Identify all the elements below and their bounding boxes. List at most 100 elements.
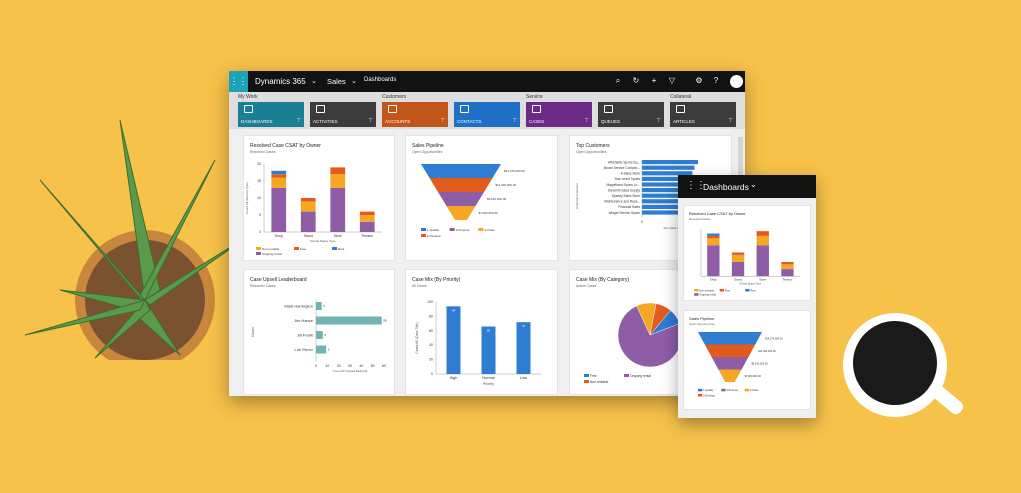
bar [642,204,684,209]
app-launcher-icon[interactable]: ⋮⋮ [686,180,706,191]
bar [642,199,684,204]
y-axis-label: Potential Customer [575,183,579,209]
y-tick-label: Brown Service Compan... [604,166,640,170]
bar-segment [781,269,794,277]
tile-dashboards[interactable]: DASHBOARDS ⊤ [238,102,304,127]
data-label: 5 [323,304,325,308]
bar-segment [359,211,375,215]
filter-icon[interactable]: ▽ [668,76,676,85]
x-tick-label: 50 [371,364,375,368]
bar [642,182,691,187]
bar [446,306,461,374]
y-tick-label: 80 [429,314,433,318]
card-title: Sales Pipeline [412,143,444,149]
gear-icon[interactable]: ⚙ [695,76,703,85]
tile-articles[interactable]: ARTICLES ⊤ [670,102,736,127]
tile-cases[interactable]: CASES ⊤ [526,102,592,127]
add-icon[interactable]: + [651,76,657,85]
mobile-title[interactable]: Dashboards [703,182,749,192]
app-chevron-down-icon[interactable]: ⌄ [311,78,317,85]
data-label: $5,910,000.00 [751,361,768,365]
tile-queues[interactable]: QUEUES ⊤ [598,102,664,127]
bar [316,316,382,325]
help-icon[interactable]: ? [713,76,719,85]
bar-segment [300,211,316,232]
funnel-segment [711,357,749,370]
x-axis-label: Rental Space Type [310,239,336,243]
y-tick-label: 10 [257,196,261,200]
bar-segment [330,187,346,232]
y-tick-label: Maintenance and Repa... [604,200,640,204]
pin-icon[interactable]: ⊤ [584,118,589,124]
legend-swatch [745,288,750,292]
pin-icon[interactable]: ⊤ [728,118,733,124]
card-csat: Resolved Case CSAT by Owner Resolved Cas… [243,135,395,261]
pipeline-funnel-chart: $14,279,000.00 $11,030,000.00 $5,910,000.0… [421,164,525,238]
legend-label: 3-Propose [726,388,738,392]
funnel-segment [704,344,756,357]
search-icon[interactable]: ⌕ [615,76,621,85]
app-name[interactable]: Dynamics 365 [255,77,306,86]
bar-segment [359,215,375,222]
app-launcher-icon[interactable]: ⋮⋮ [229,71,248,92]
legend-label: 2-Develop [703,393,715,397]
legend-label: Ongoing rental [699,293,716,297]
x-tick-label: 40 [359,364,363,368]
top-customers-chart: Affordable Sports Eq... Brown Service Com… [575,160,715,230]
bar [642,210,683,215]
x-axis-label: Rental Space Type [740,282,762,286]
bar-segment [731,254,745,262]
bar [481,326,496,374]
tile-label: CASES [529,119,545,124]
card-subtitle: Resolved Cases [250,150,276,154]
mobile-card-pipeline: Sales Pipeline Open Opportunities $14,27… [683,310,811,410]
group-customers: Customers [382,94,407,100]
csat-chart: 0 5 10 15 20 Count:All (Record Type) Shop Stand… [245,162,382,256]
dashboard-content: Resolved Case CSAT by Owner Resolved Cas… [229,129,745,396]
bar [316,302,322,310]
pin-icon[interactable]: ⊤ [368,118,373,124]
coffee-cup-decoration [843,313,964,417]
pin-icon[interactable]: ⊤ [440,118,445,124]
legend-label: Free [725,288,731,292]
pin-icon[interactable]: ⊤ [512,118,517,124]
tile-activities[interactable]: ACTIVITIES ⊤ [310,102,376,127]
y-axis-label: Count:All (Case Title) [415,322,419,353]
recent-history-icon[interactable]: ↻ [632,76,640,85]
avatar[interactable] [730,75,743,88]
tile-contacts[interactable]: CONTACTS ⊤ [454,102,520,127]
y-tick-label: A Sales Store [621,172,641,176]
legend-swatch [449,228,455,231]
x-axis-label: Sum (Est. Revenue) [663,226,690,230]
legend-swatch [721,388,726,392]
x-tick-label: Store [759,277,766,281]
breadcrumb[interactable]: Dashboards [364,77,397,83]
legend-label: Ongoing rental [262,252,282,256]
legend-swatch [698,393,703,397]
y-tick-label: 100 [427,300,433,304]
pin-icon[interactable]: ⊤ [656,118,661,124]
card-upsell: Case Upsell Leaderboard Resolved Cases M… [243,269,395,395]
data-label: 58 [383,319,387,323]
y-tick-label: Widget Service Space [609,211,641,215]
area-name[interactable]: Sales [327,77,346,86]
tile-accounts[interactable]: ACCOUNTS ⊤ [382,102,448,127]
data-label: $7,960,000.00 [745,374,762,378]
legend-swatch [294,247,299,250]
bar [642,171,693,176]
bar-segment [731,261,745,277]
legend-label: 2-Develop [427,234,441,238]
group-service: Service [526,94,543,100]
card-subtitle: Open Opportunities [412,150,443,154]
bar [642,188,690,193]
articles-icon [676,105,685,113]
area-chevron-down-icon[interactable]: ⌄ [351,78,357,85]
y-tick-label: Mark Harrington [284,304,313,309]
card-subtitle: All Cases [412,284,427,288]
y-tick-label: Affordable Sports Eq... [608,160,640,164]
legend-label: 4-Close [750,388,759,392]
pin-icon[interactable]: ⊤ [296,118,301,124]
card-pipeline: Sales Pipeline Open Opportunities $14,27… [405,135,558,261]
bar [642,160,698,165]
chevron-down-icon[interactable]: ⌄ [750,180,757,189]
